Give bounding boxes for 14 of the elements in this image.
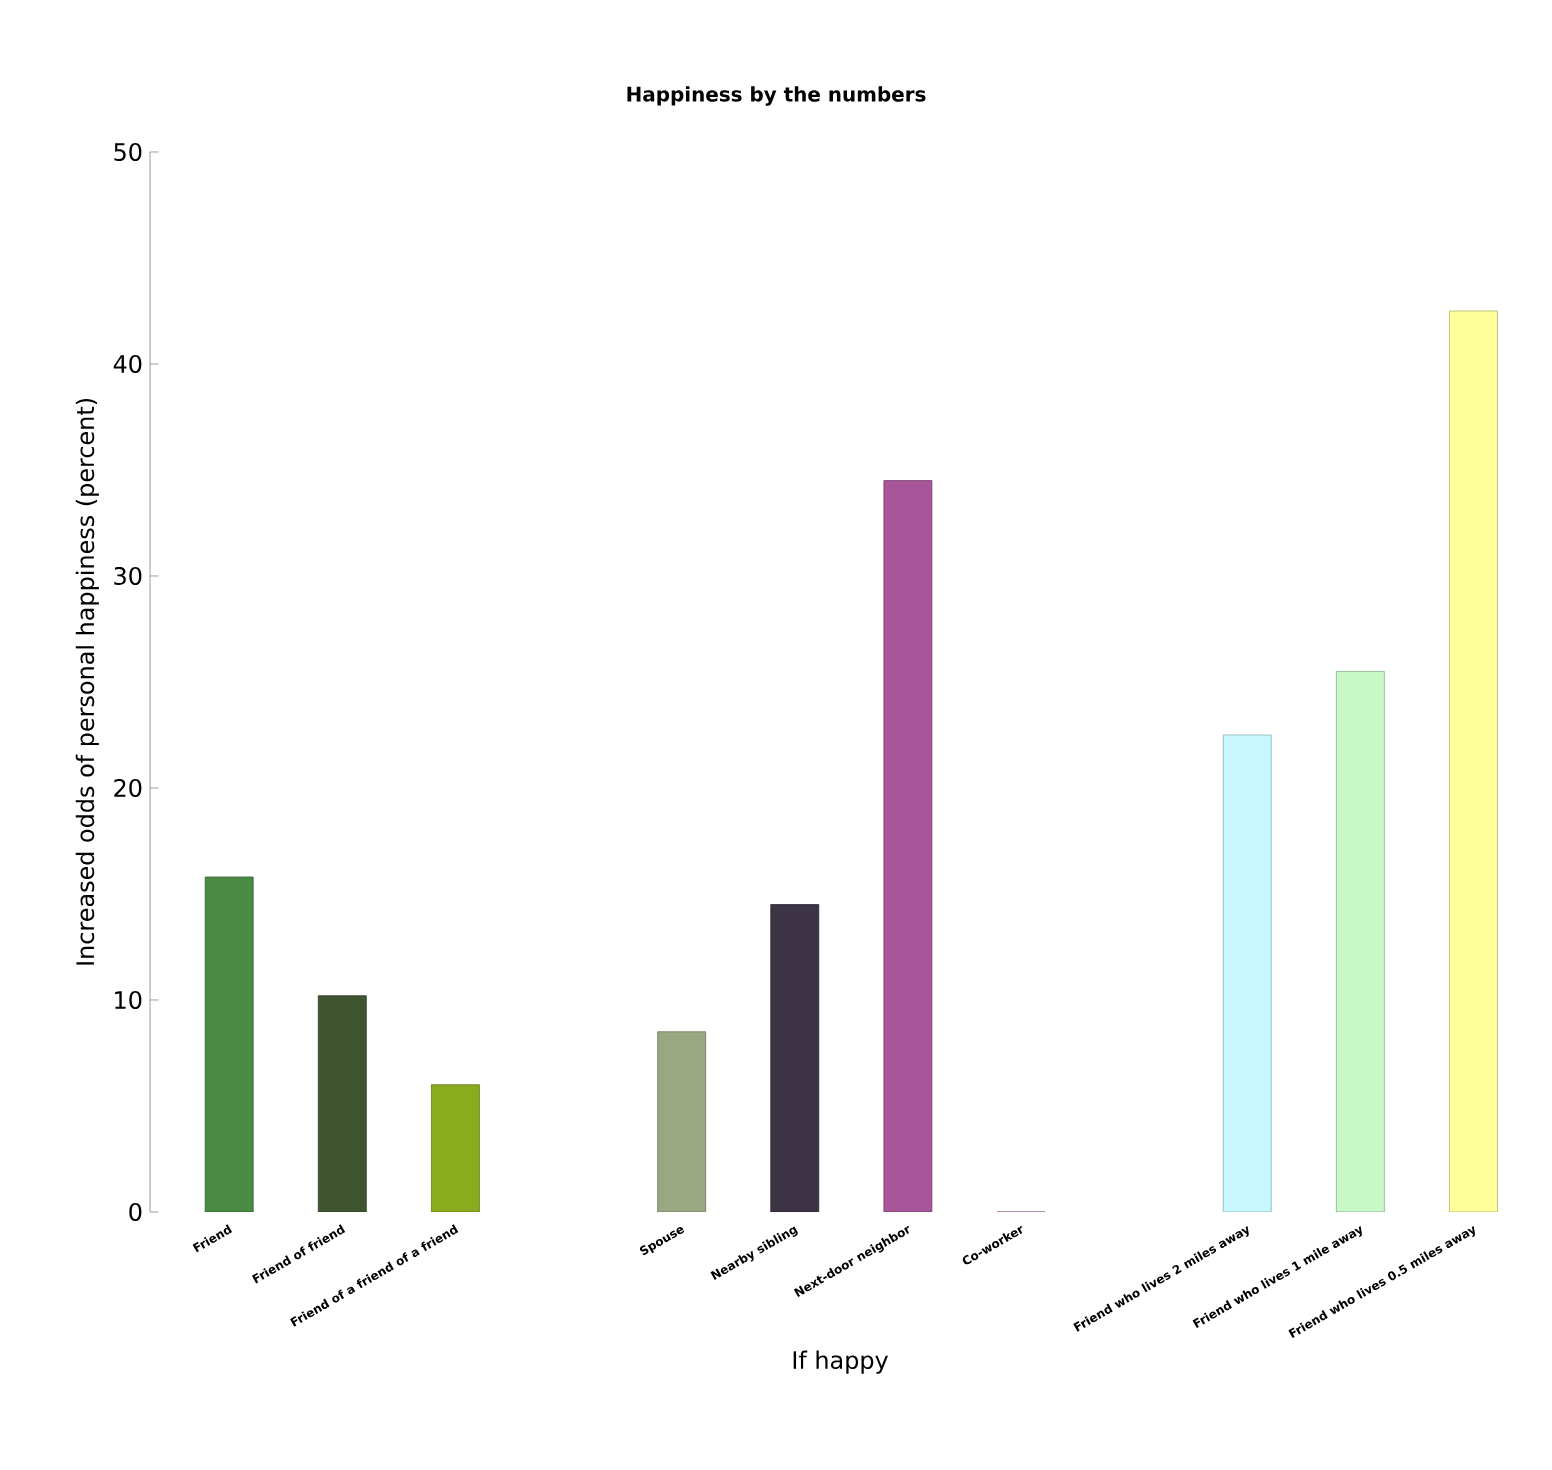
x-axis-title: If happy: [793, 1350, 888, 1374]
y-tick-label: 20: [114, 778, 142, 798]
y-axis-title: Increased odds of personal happiness (percent): [75, 398, 99, 965]
y-tick-label: 30: [114, 566, 142, 586]
y-tick-label: 10: [115, 990, 142, 1010]
bar: [770, 904, 820, 1212]
y-tick-label: 40: [113, 354, 142, 374]
chart-title: Happiness by the numbers: [627, 86, 926, 106]
y-tick-label: 0: [129, 1202, 142, 1222]
bar: [1449, 310, 1498, 1212]
bar: [1222, 734, 1272, 1212]
y-tick-label: 50: [114, 142, 142, 162]
bar: [431, 1084, 480, 1212]
bar: [204, 876, 254, 1212]
